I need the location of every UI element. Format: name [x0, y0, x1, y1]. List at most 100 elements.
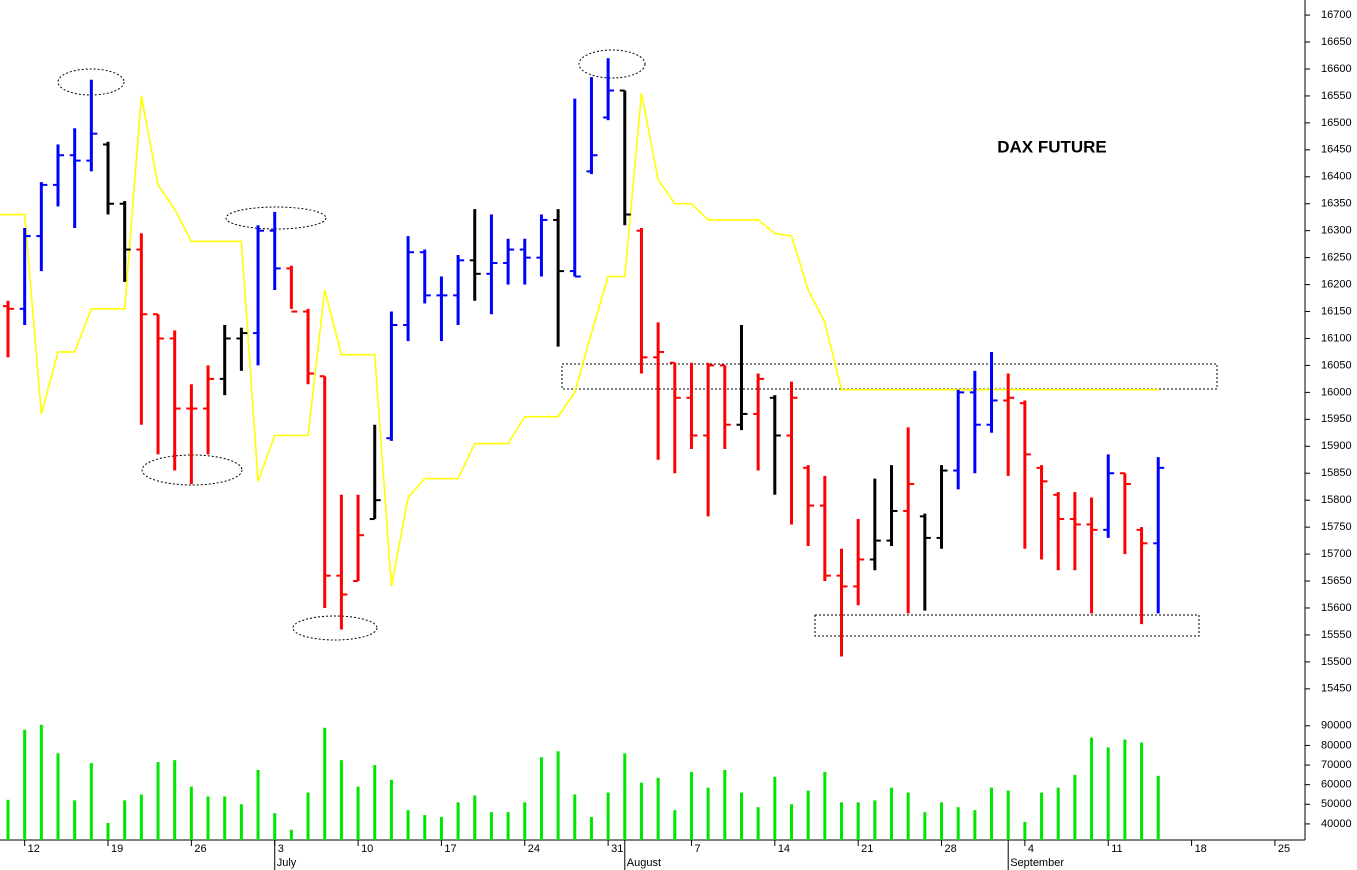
- y-tick-label: 16500: [1321, 117, 1352, 129]
- volume-bar: [406, 810, 410, 840]
- volume-bar: [1023, 821, 1027, 840]
- volume-bar: [139, 794, 143, 840]
- y-tick-label: 16650: [1321, 36, 1352, 48]
- volume-bar: [606, 792, 610, 840]
- volume-bar: [89, 763, 93, 840]
- volume-bar: [706, 787, 710, 840]
- volume-bar: [523, 802, 527, 840]
- y-tick-label: 16450: [1321, 144, 1352, 156]
- y-tick-label: 15850: [1321, 467, 1352, 479]
- volume-bar: [323, 727, 327, 840]
- volume-bar: [389, 779, 393, 840]
- y-tick-label: 16700: [1321, 9, 1352, 21]
- y-tick-label: 50000: [1321, 798, 1352, 810]
- x-tick-label: 4: [1028, 843, 1034, 855]
- volume-bar: [439, 817, 443, 840]
- volume-bar: [223, 796, 227, 840]
- x-tick-label: 11: [1111, 843, 1122, 855]
- volume-bar: [473, 795, 477, 840]
- y-tick-label: 16150: [1321, 305, 1352, 317]
- volume-bar: [1156, 775, 1160, 840]
- volume-bar: [456, 802, 460, 840]
- volume-bar: [123, 800, 127, 840]
- volume-bar: [573, 794, 577, 840]
- volume-bar: [106, 822, 110, 840]
- volume-bar: [990, 787, 994, 840]
- volume-bar: [656, 777, 660, 840]
- volume-bar: [756, 807, 760, 840]
- volume-bar: [539, 757, 543, 840]
- x-tick-label: 12: [28, 843, 40, 855]
- y-tick-label: 16050: [1321, 359, 1352, 371]
- x-tick-label: 25: [1278, 843, 1290, 855]
- volume-bar: [1073, 774, 1077, 840]
- y-tick-label: 15750: [1321, 521, 1352, 533]
- volume-bar: [589, 817, 593, 840]
- highlight-box: [814, 614, 1200, 637]
- volume-bar: [823, 771, 827, 840]
- y-tick-label: 15450: [1321, 683, 1352, 695]
- volume-bar: [189, 786, 193, 840]
- highlight-ellipse: [578, 49, 646, 79]
- volume-bar: [373, 765, 377, 840]
- volume-bar: [789, 804, 793, 840]
- volume-bar: [673, 810, 677, 840]
- y-tick-label: 40000: [1321, 818, 1352, 830]
- y-tick-label: 70000: [1321, 759, 1352, 771]
- volume-bar: [339, 760, 343, 840]
- y-tick-label: 15650: [1321, 575, 1352, 587]
- volume-bar: [723, 769, 727, 840]
- x-tick-label: 26: [194, 843, 206, 855]
- volume-bar: [6, 799, 10, 840]
- volume-bar: [806, 790, 810, 840]
- volume-bar: [639, 782, 643, 840]
- chart-title: DAX FUTURE: [997, 137, 1107, 156]
- highlight-ellipse: [292, 615, 378, 641]
- indicator-line: [0, 93, 1159, 587]
- x-tick-label: 21: [861, 843, 873, 855]
- volume-bar: [890, 787, 894, 840]
- volume-bar: [623, 753, 627, 840]
- volume-bar: [556, 751, 560, 840]
- volume-bar: [56, 753, 60, 840]
- y-tick-label: 15600: [1321, 602, 1352, 614]
- volume-bar: [1006, 790, 1010, 840]
- volume-bar: [506, 812, 510, 840]
- volume-bar: [906, 792, 910, 840]
- volume-bar: [73, 800, 77, 840]
- y-tick-label: 16550: [1321, 90, 1352, 102]
- y-tick-label: 15800: [1321, 494, 1352, 506]
- volume-bar: [256, 769, 260, 840]
- x-tick-label: 28: [945, 843, 957, 855]
- volume-bar: [423, 815, 427, 840]
- x-tick-label: 24: [528, 843, 540, 855]
- volume-bar: [873, 800, 877, 840]
- month-label: September: [1010, 857, 1064, 869]
- volume-bar: [973, 810, 977, 840]
- y-tick-label: 15950: [1321, 413, 1352, 425]
- volume-bar: [773, 776, 777, 840]
- x-tick-label: 17: [444, 843, 456, 855]
- x-tick-label: 7: [694, 843, 700, 855]
- volume-bar: [856, 802, 860, 840]
- x-tick-label: 31: [611, 843, 623, 855]
- volume-bar: [23, 729, 27, 840]
- volume-bar: [1123, 739, 1127, 840]
- y-tick-label: 16100: [1321, 332, 1352, 344]
- y-tick-label: 16400: [1321, 171, 1352, 183]
- volume-bar: [840, 802, 843, 840]
- volume-bar: [1040, 792, 1044, 840]
- y-tick-label: 16600: [1321, 63, 1352, 75]
- volume-bar: [206, 796, 210, 840]
- volume-bar: [239, 804, 243, 840]
- x-tick-label: 10: [361, 843, 373, 855]
- y-tick-label: 16250: [1321, 252, 1352, 264]
- x-tick-label: 14: [778, 843, 790, 855]
- volume-bar: [289, 829, 293, 840]
- volume-bar: [273, 813, 277, 840]
- y-tick-label: 16200: [1321, 278, 1352, 290]
- y-tick-label: 16350: [1321, 198, 1352, 210]
